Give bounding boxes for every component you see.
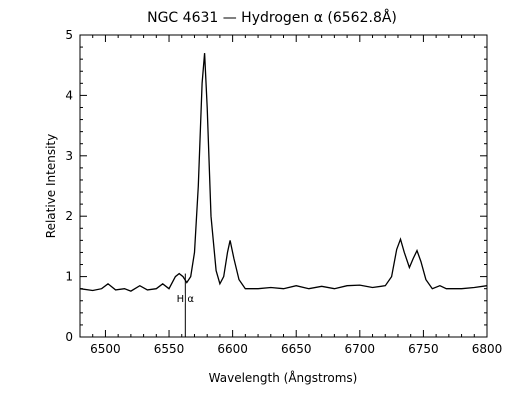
y-tick-label: 2 xyxy=(65,209,73,223)
y-tick-label: 5 xyxy=(65,28,73,42)
x-tick-label: 6700 xyxy=(345,342,376,356)
series-line xyxy=(79,53,488,292)
y-tick-label: 1 xyxy=(65,270,73,284)
x-tick-label: 6600 xyxy=(217,342,248,356)
x-tick-label: 6800 xyxy=(472,342,503,356)
y-axis-label: Relative Intensity xyxy=(44,134,58,238)
h-alpha-label: H α xyxy=(177,294,195,305)
x-tick-label: 6750 xyxy=(408,342,439,356)
x-tick-label: 6550 xyxy=(154,342,185,356)
x-axis: 6500 6550 6600 6650 6700 6750 6800 xyxy=(79,35,503,356)
x-tick-label: 6500 xyxy=(90,342,121,356)
y-axis: 0 1 2 3 4 5 xyxy=(65,28,487,344)
x-tick-label: 6650 xyxy=(281,342,312,356)
y-tick-label: 3 xyxy=(65,149,73,163)
plot-frame xyxy=(79,34,488,338)
chart-title: NGC 4631 — Hydrogen α (6562.8Å) xyxy=(147,9,397,26)
y-tick-label: 0 xyxy=(65,330,73,344)
x-axis-label: Wavelength (Ångstroms) xyxy=(209,370,358,385)
y-tick-label: 4 xyxy=(65,88,73,102)
